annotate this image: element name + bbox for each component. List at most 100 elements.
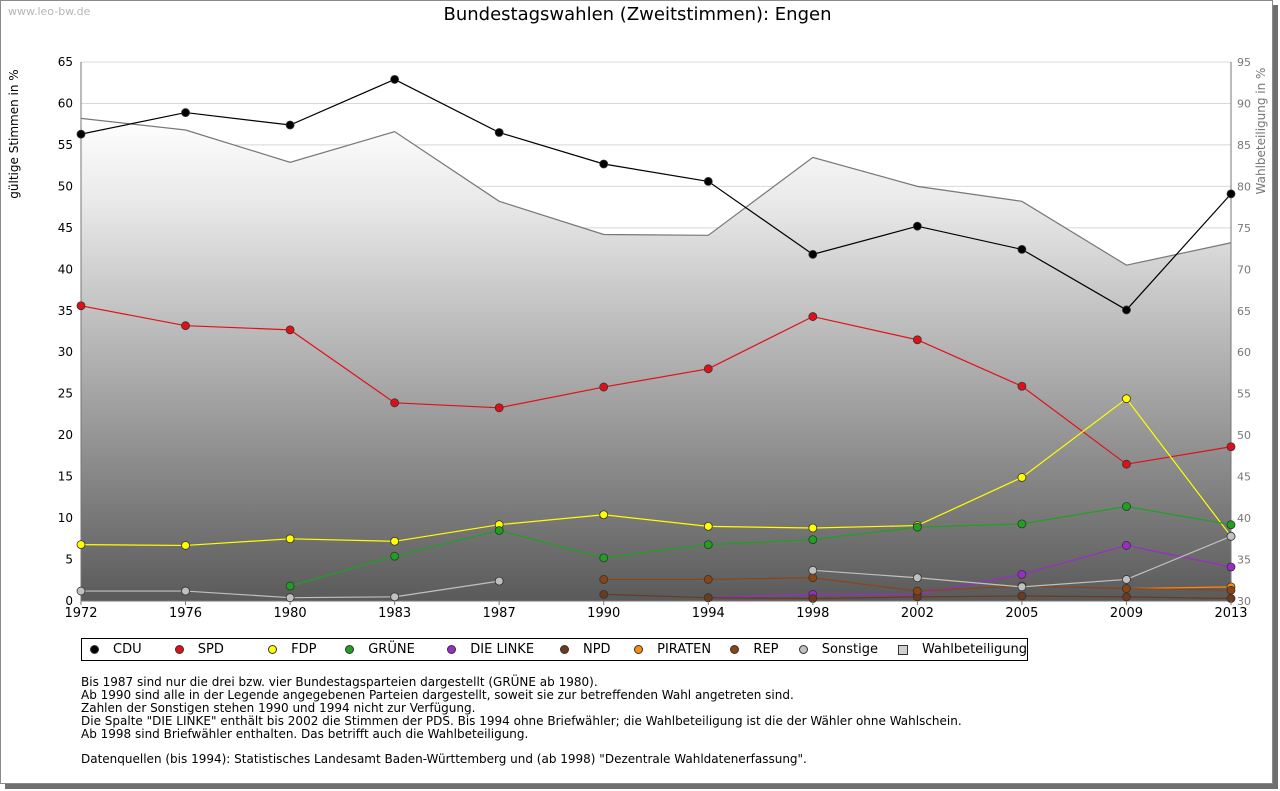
y-tick-label-right: 55 [1237, 388, 1251, 401]
legend-marker-cdu [90, 645, 99, 654]
legend-marker-wahlbeteiligung [897, 644, 908, 655]
data-point-gr-ne [1017, 519, 1027, 529]
data-point-npd [1122, 592, 1131, 602]
legend-label-npd: NPD [582, 642, 611, 657]
data-point-cdu [285, 120, 295, 130]
data-point-cdu [494, 128, 504, 137]
data-point-cdu [76, 129, 86, 139]
x-tick-label: 1998 [796, 606, 829, 621]
data-point-spd [599, 382, 609, 392]
data-point-spd [181, 321, 190, 331]
data-point-fdp [76, 540, 86, 550]
data-point-die-linke [1017, 570, 1027, 579]
data-point-sonstige [1226, 531, 1236, 541]
y-tick-label-left: 30 [58, 345, 73, 359]
y-tick-label-left: 15 [58, 470, 73, 484]
data-point-sonstige [390, 592, 400, 602]
legend-marker-npd [559, 645, 569, 654]
y-tick-label-right: 80 [1237, 180, 1251, 193]
data-point-cdu [599, 159, 609, 169]
legend-label-die-linke: DIE LINKE [470, 642, 535, 657]
data-point-gr-ne [912, 522, 922, 532]
x-tick-label: 2005 [1005, 606, 1038, 621]
legend-item-wahlbeteiligung: Wahlbeteiligung [897, 642, 1027, 657]
y-tick-label-left: 45 [58, 221, 73, 235]
legend-label-piraten: PIRATEN [657, 642, 712, 657]
x-tick-label: 2013 [1214, 606, 1247, 621]
y-tick-label-right: 45 [1237, 471, 1251, 484]
x-tick-label: 1990 [587, 606, 620, 621]
legend-item-cdu: CDU [90, 642, 175, 657]
series-line-fdp [80, 397, 1232, 547]
y-tick-label-right: 95 [1237, 56, 1251, 69]
legend-label-wahlbeteiligung: Wahlbeteiligung [921, 642, 1027, 657]
data-point-cdu [808, 249, 818, 259]
legend: CDU SPD FDP GRÜNE DIE LINKE NPD PIRATEN [81, 638, 1028, 661]
note-line: Ab 1990 sind alle in der Legende angegeb… [81, 688, 794, 702]
data-point-gr-ne [1122, 502, 1131, 511]
data-point-fdp [599, 510, 609, 520]
data-point-rep [703, 575, 713, 584]
y-tick-label-right: 85 [1237, 139, 1251, 152]
y-tick-label-left: 10 [58, 511, 73, 525]
legend-item-gruene: GRÜNE [345, 642, 447, 657]
y-tick-label-right: 90 [1237, 97, 1251, 110]
y-tick-label-left: 35 [58, 304, 73, 318]
data-point-spd [285, 325, 295, 335]
legend-item-rep: REP [730, 642, 798, 657]
y-tick-label-left: 40 [58, 262, 73, 276]
data-point-gr-ne [808, 535, 818, 545]
data-point-fdp [703, 521, 713, 531]
legend-item-die-linke: DIE LINKE [447, 642, 560, 657]
data-point-rep [1122, 584, 1131, 593]
data-point-rep [808, 573, 818, 583]
note-line: Die Spalte "DIE LINKE" enthält bis 2002 … [81, 714, 962, 728]
x-tick-label: 2002 [901, 606, 934, 621]
x-tick-label: 1976 [169, 606, 202, 621]
data-point-npd [599, 589, 609, 599]
x-tick-label: 1987 [483, 606, 516, 621]
data-point-sonstige [1122, 575, 1131, 584]
legend-item-sonstige: Sonstige [798, 642, 898, 657]
data-point-gr-ne [1226, 520, 1236, 530]
data-point-spd [1122, 459, 1131, 469]
y-tick-label-left: 50 [58, 179, 73, 193]
data-point-spd [912, 335, 922, 345]
y-tick-label-right: 65 [1237, 305, 1251, 318]
data-point-gr-ne [703, 540, 713, 550]
y-tick-label-right: 70 [1237, 263, 1251, 276]
y-tick-label-left: 20 [58, 428, 73, 442]
legend-label-sonstige: Sonstige [821, 642, 878, 657]
data-point-sonstige [1017, 582, 1027, 592]
data-point-cdu [181, 108, 190, 117]
data-point-spd [1017, 381, 1027, 391]
legend-label-cdu: CDU [113, 642, 142, 657]
data-point-fdp [1017, 473, 1027, 482]
legend-item-fdp: FDP [268, 642, 345, 657]
turnout-line [80, 117, 1232, 266]
data-point-cdu [1017, 245, 1027, 254]
legend-marker-spd [174, 645, 184, 654]
source-note: Datenquellen (bis 1994): Statistisches L… [81, 752, 807, 766]
legend-marker-sonstige [798, 645, 808, 654]
data-point-sonstige [76, 586, 86, 596]
line-chart: 0 5 10 15 20 25 30 35 40 45 50 55 60 65 30 35 40 45 50 55 60… [58, 55, 1251, 621]
legend-label-spd: SPD [197, 642, 224, 657]
data-point-fdp [285, 534, 295, 544]
x-tick-label: 1972 [64, 606, 97, 621]
data-point-cdu [1122, 305, 1131, 315]
data-point-npd [1017, 591, 1027, 601]
data-point-spd [76, 301, 86, 311]
data-point-die-linke [1122, 541, 1131, 550]
data-point-rep [1226, 585, 1236, 595]
watermark: www.leo-bw.de [8, 5, 91, 18]
y-tick-label-left: 0 [65, 594, 73, 608]
legend-item-npd: NPD [559, 642, 634, 657]
data-point-fdp [1122, 394, 1131, 404]
data-point-gr-ne [390, 551, 400, 561]
legend-marker-piraten [634, 645, 644, 654]
legend-marker-fdp [268, 645, 278, 654]
data-point-sonstige [808, 565, 818, 575]
data-point-sonstige [285, 593, 295, 603]
